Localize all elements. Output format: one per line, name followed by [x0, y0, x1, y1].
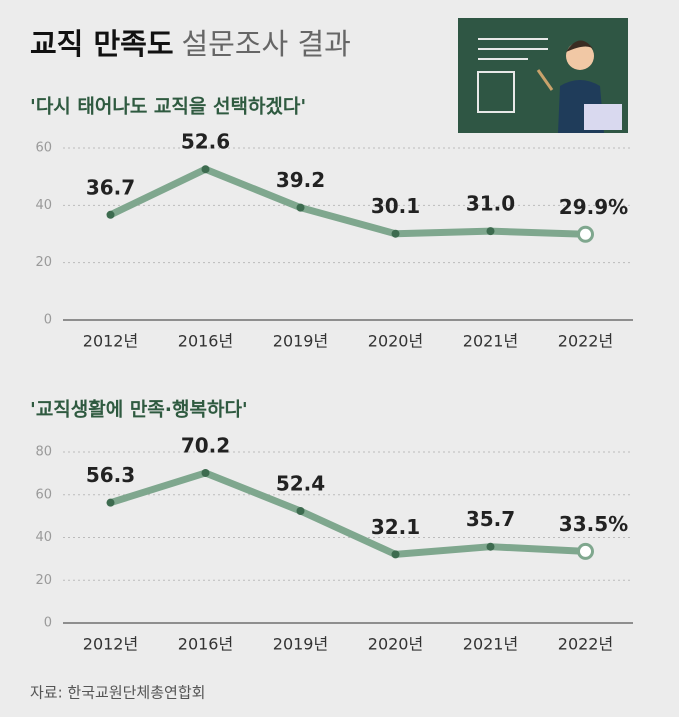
x-tick-label: 2016년 — [178, 635, 233, 654]
y-tick-label: 60 — [35, 141, 52, 156]
value-label: 29.9% — [559, 195, 628, 219]
point — [296, 203, 305, 212]
illustration — [458, 18, 628, 133]
y-tick-label: 40 — [35, 198, 52, 213]
title-main: 교직 만족도 — [30, 27, 174, 61]
point — [577, 542, 594, 560]
value-label: 32.1 — [371, 515, 420, 539]
x-tick-label: 2019년 — [273, 332, 328, 351]
x-tick-label: 2016년 — [178, 332, 233, 351]
point — [486, 542, 495, 551]
y-tick-label: 0 — [44, 313, 52, 328]
point — [296, 506, 305, 515]
x-tick-label: 2020년 — [368, 635, 423, 654]
point — [106, 498, 115, 507]
x-tick-label: 2019년 — [273, 635, 328, 654]
value-label: 39.2 — [276, 168, 325, 192]
value-label: 35.7 — [466, 507, 515, 531]
title-sub: 설문조사 결과 — [182, 27, 351, 61]
value-label: 70.2 — [181, 433, 230, 457]
x-tick-label: 2022년 — [558, 635, 613, 654]
chart-subtitle: '교직생활에 만족·행복하다' — [30, 399, 248, 421]
x-tick-label: 2022년 — [558, 332, 613, 351]
point — [106, 210, 115, 219]
page-title: 교직 만족도 설문조사 결과 — [30, 27, 351, 61]
source: 자료: 한국교원단체총연합회 — [30, 684, 205, 702]
chart-subtitle: '다시 태어나도 교직을 선택하겠다' — [30, 96, 306, 118]
value-label: 52.4 — [276, 471, 325, 495]
y-tick-label: 80 — [35, 445, 52, 460]
x-tick-label: 2021년 — [463, 635, 518, 654]
y-tick-label: 20 — [35, 255, 52, 270]
x-tick-label: 2012년 — [83, 635, 138, 654]
y-tick-label: 20 — [35, 573, 52, 588]
x-tick-label: 2021년 — [463, 332, 518, 351]
value-label: 33.5% — [559, 512, 628, 536]
point — [201, 165, 210, 174]
line — [107, 469, 589, 558]
y-tick-label: 60 — [35, 487, 52, 502]
y-tick-label: 40 — [35, 530, 52, 545]
point — [391, 550, 400, 559]
x-tick-label: 2020년 — [368, 332, 423, 351]
value-label: 36.7 — [86, 175, 135, 199]
value-label: 52.6 — [181, 130, 230, 154]
y-tick-label: 0 — [44, 616, 52, 631]
value-label: 31.0 — [466, 192, 515, 216]
line — [107, 165, 589, 238]
point — [201, 468, 210, 477]
point — [486, 227, 495, 236]
point — [577, 225, 594, 243]
point — [391, 229, 400, 238]
x-tick-label: 2012년 — [83, 332, 138, 351]
value-label: 56.3 — [86, 463, 135, 487]
value-label: 30.1 — [371, 194, 420, 218]
